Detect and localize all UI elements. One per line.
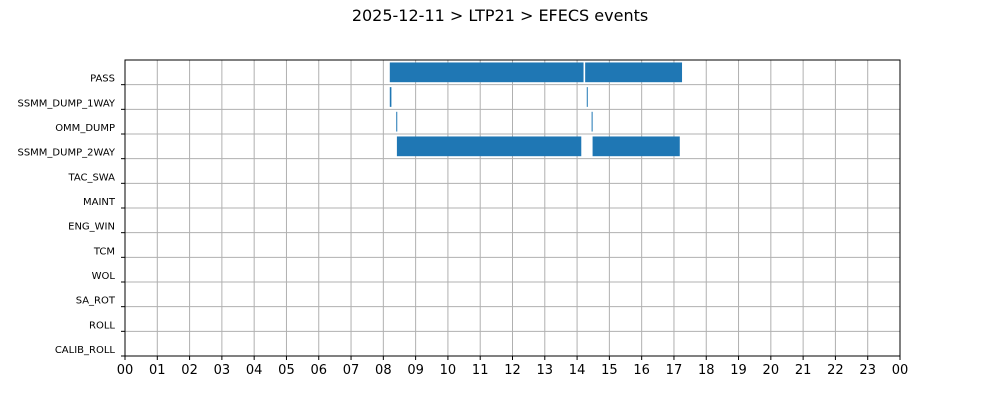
x-tick-label: 18 [698,363,715,378]
x-tick-label: 19 [730,363,747,378]
chart-title: 2025-12-11 > LTP21 > EFECS events [351,6,649,25]
axis-ticks [121,84,901,360]
x-tick-label: 00 [892,363,909,378]
event-bar [591,111,593,132]
x-tick-label: 00 [117,363,134,378]
event-bar [389,87,392,107]
event-bars [389,62,683,157]
x-tick-label: 12 [504,363,521,378]
y-tick-label: PASS [90,74,115,85]
x-tick-label: 13 [537,363,554,378]
x-tick-label: 03 [214,363,231,378]
y-tick-label: TAC_SWA [67,172,115,183]
grid-lines [124,60,901,356]
x-tick-label: 05 [278,363,295,378]
y-tick-label: WOL [92,271,116,282]
y-tick-label: SSMM_DUMP_1WAY [17,98,115,109]
x-tick-label: 02 [181,363,198,378]
x-tick-label: 20 [763,363,780,378]
x-tick-label: 04 [246,363,263,378]
x-tick-label: 14 [569,363,586,378]
event-bar [585,62,683,83]
x-tick-label: 15 [601,363,618,378]
x-tick-label: 21 [795,363,812,378]
event-bar [396,136,582,157]
x-tick-label: 22 [827,363,844,378]
y-tick-label: MAINT [83,197,116,208]
y-tick-label: OMM_DUMP [55,123,115,134]
y-tick-label: SA_ROT [76,296,116,307]
event-bar [586,87,588,107]
x-tick-label: 01 [149,363,166,378]
event-bar [389,62,584,83]
axis-labels: 00 01 02 03 04 05 06 07 08 09 10 11 12 13 14 15 16 17 18 19… [17,74,908,378]
x-tick-label: 17 [666,363,683,378]
x-tick-label: 10 [440,363,457,378]
x-tick-label: 08 [375,363,392,378]
x-tick-label: 11 [472,363,489,378]
event-bar [592,136,680,157]
x-tick-label: 07 [343,363,360,378]
y-tick-label: TCM [93,246,115,257]
y-tick-label: SSMM_DUMP_2WAY [17,148,115,159]
event-bar [396,111,398,132]
x-tick-label: 23 [859,363,876,378]
y-tick-label: ENG_WIN [68,222,115,233]
x-tick-label: 06 [310,363,327,378]
y-tick-label: ROLL [89,320,115,331]
x-tick-label: 16 [633,363,650,378]
x-tick-label: 09 [407,363,424,378]
y-tick-label: CALIB_ROLL [55,345,116,356]
